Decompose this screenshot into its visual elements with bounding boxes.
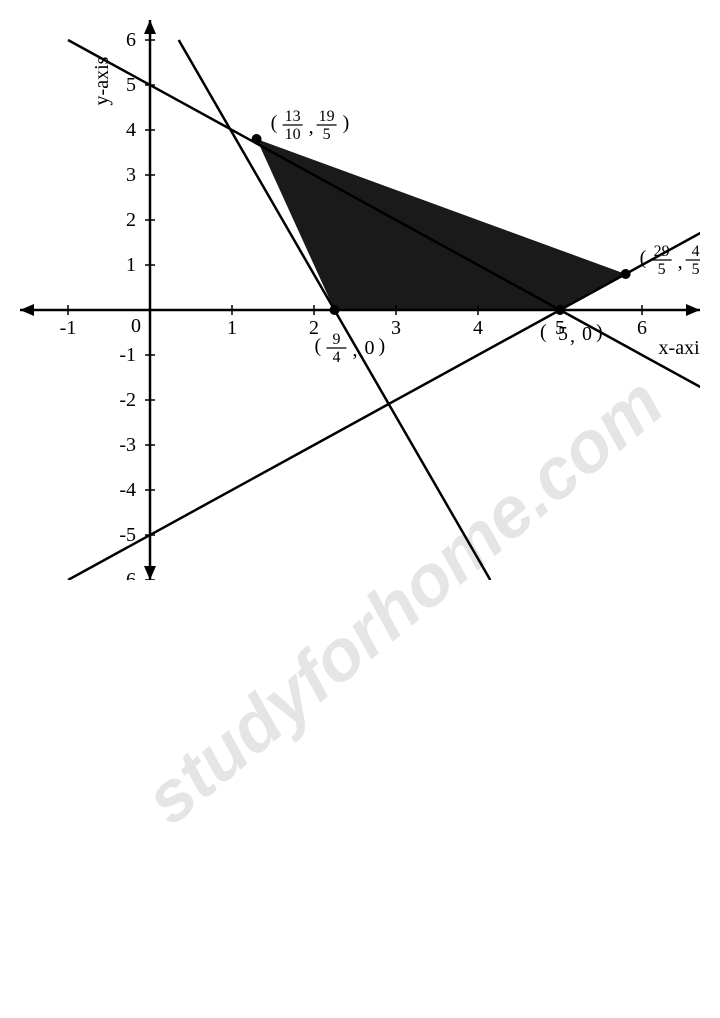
svg-text:5: 5 — [558, 323, 568, 345]
x-arrow-left — [20, 304, 34, 316]
svg-text:6: 6 — [126, 29, 136, 51]
x-arrow-right — [686, 304, 700, 316]
svg-text:6: 6 — [637, 317, 647, 339]
svg-text:,: , — [309, 116, 314, 138]
svg-text:4: 4 — [692, 243, 700, 260]
feasible-region — [257, 139, 626, 310]
svg-text:19: 19 — [319, 108, 335, 125]
svg-text:(: ( — [640, 247, 647, 269]
svg-text:-1: -1 — [119, 344, 136, 366]
svg-text:-6: -6 — [119, 569, 136, 580]
svg-text:5: 5 — [692, 261, 700, 278]
svg-text:,: , — [570, 325, 575, 347]
svg-text:9: 9 — [333, 331, 341, 348]
svg-text:-2: -2 — [119, 389, 136, 411]
svg-text:3: 3 — [126, 164, 136, 186]
svg-text:(: ( — [315, 335, 322, 357]
svg-text:4: 4 — [126, 119, 136, 141]
svg-text:5: 5 — [323, 126, 331, 143]
vertex-point-1 — [621, 269, 631, 279]
svg-text:4: 4 — [473, 317, 483, 339]
vertex-point-2 — [330, 305, 340, 315]
svg-text:-4: -4 — [119, 479, 136, 501]
svg-text:1: 1 — [227, 317, 237, 339]
x-axis-label: x-axis — [659, 337, 700, 359]
svg-text:,: , — [353, 339, 358, 361]
svg-text:2: 2 — [126, 209, 136, 231]
svg-text:): ) — [343, 112, 350, 134]
svg-text:,: , — [678, 251, 683, 273]
svg-text:13: 13 — [285, 108, 301, 125]
vertex-point-3 — [555, 305, 565, 315]
svg-text:4: 4 — [333, 349, 341, 366]
svg-text:10: 10 — [285, 126, 301, 143]
svg-text:): ) — [596, 321, 603, 343]
vertex-label-0: (,) — [271, 112, 350, 138]
svg-text:0: 0 — [365, 337, 375, 359]
svg-text:0: 0 — [582, 323, 592, 345]
vertex-label-3: (5, 0) — [540, 321, 603, 347]
svg-text:(: ( — [271, 112, 278, 134]
svg-text:): ) — [379, 335, 386, 357]
region-chart: -101234567123456-1-2-3-4-5-6x-axisy-axis… — [20, 20, 700, 580]
svg-text:3: 3 — [391, 317, 401, 339]
svg-text:1: 1 — [126, 254, 136, 276]
svg-text:29: 29 — [654, 243, 670, 260]
svg-text:(: ( — [540, 321, 547, 343]
chart-container: -101234567123456-1-2-3-4-5-6x-axisy-axis… — [20, 20, 700, 585]
svg-text:0: 0 — [131, 315, 141, 337]
svg-text:-3: -3 — [119, 434, 136, 456]
vertex-point-0 — [252, 134, 262, 144]
y-arrow-up — [144, 20, 156, 34]
svg-text:-1: -1 — [60, 317, 77, 339]
y-arrow-down — [144, 566, 156, 580]
svg-text:5: 5 — [658, 261, 666, 278]
